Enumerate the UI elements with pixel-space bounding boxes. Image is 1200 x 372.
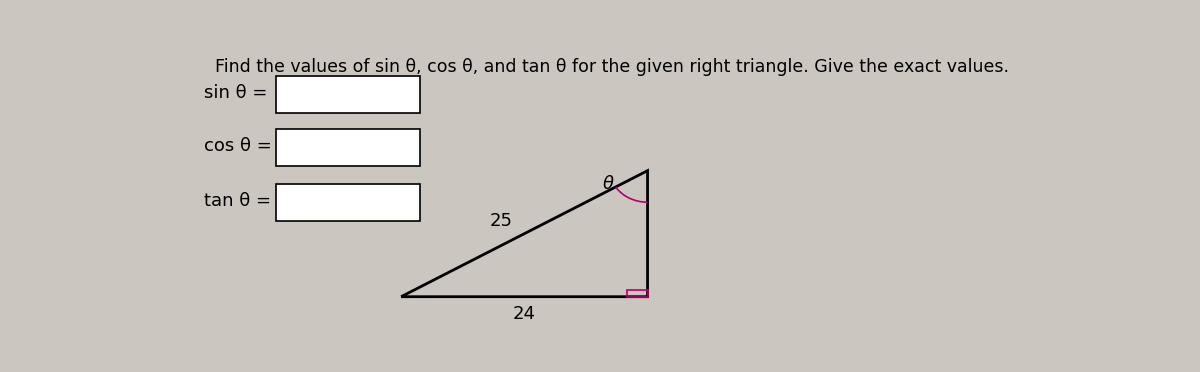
Text: cos θ =: cos θ = <box>204 137 271 155</box>
Bar <box>276 129 420 166</box>
Text: θ: θ <box>602 174 614 193</box>
Text: tan θ =: tan θ = <box>204 192 271 210</box>
Bar <box>276 76 420 113</box>
Text: 24: 24 <box>512 305 536 323</box>
Text: 25: 25 <box>490 212 512 230</box>
Text: Find the values of sin θ, cos θ, and tan θ for the given right triangle. Give th: Find the values of sin θ, cos θ, and tan… <box>215 58 1009 76</box>
Bar <box>628 291 648 297</box>
Text: sin θ =: sin θ = <box>204 84 268 102</box>
Bar <box>276 183 420 221</box>
